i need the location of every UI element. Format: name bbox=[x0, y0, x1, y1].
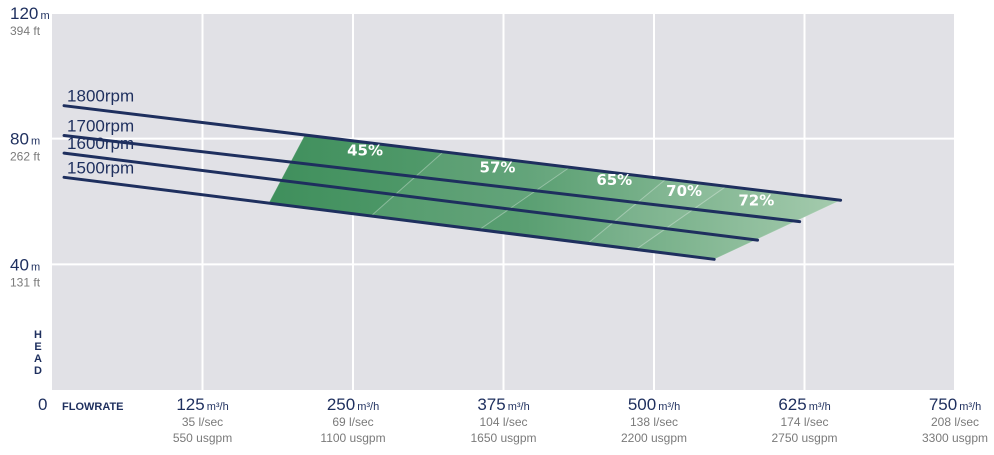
y-tick-unit: m bbox=[31, 261, 40, 273]
curve-1600rpm bbox=[62, 151, 760, 242]
efficiency-label: 65% bbox=[596, 171, 632, 189]
curve-label-1800rpm: 1800rpm bbox=[67, 87, 134, 106]
curve-1700rpm bbox=[62, 134, 802, 224]
curve-label-1500rpm: 1500rpm bbox=[67, 158, 134, 177]
x-tick-label: 625 m³/h bbox=[778, 395, 830, 414]
x-tick-label: 750 m³/h bbox=[929, 395, 981, 414]
x-tick-sublabel: 1650 usgpm bbox=[470, 431, 536, 445]
efficiency-label: 57% bbox=[480, 159, 516, 177]
curve-label-1600rpm: 1600rpm bbox=[67, 134, 134, 153]
x-tick-label: 125 m³/h bbox=[176, 395, 228, 414]
x-tick-sublabel: 550 usgpm bbox=[173, 431, 232, 445]
curve-label-1700rpm: 1700rpm bbox=[67, 117, 134, 136]
curve-1500rpm bbox=[62, 175, 716, 261]
x-tick-sublabel: 2750 usgpm bbox=[771, 431, 837, 445]
y-axis-title-letter: H bbox=[34, 329, 42, 341]
y-tick-unit: m bbox=[31, 136, 40, 148]
x-tick-sublabel: 208 l/sec bbox=[931, 415, 979, 429]
x-tick-label: 250 m³/h bbox=[327, 395, 379, 414]
x-axis-title: FLOWRATE bbox=[62, 401, 124, 413]
curve-1800rpm bbox=[62, 104, 843, 202]
y-axis-title-letter: D bbox=[34, 365, 42, 377]
y-tick-unit: m bbox=[41, 10, 50, 22]
x-tick-sublabel: 69 l/sec bbox=[332, 415, 373, 429]
y-tick-sublabel: 394 ft bbox=[10, 24, 41, 38]
rpm-curves bbox=[62, 104, 843, 261]
efficiency-label: 70% bbox=[666, 182, 702, 200]
x-tick-sublabel: 104 l/sec bbox=[479, 415, 527, 429]
y-tick-sublabel: 262 ft bbox=[10, 150, 41, 164]
x-tick-sublabel: 3300 usgpm bbox=[922, 431, 988, 445]
y-tick-label: 0 bbox=[38, 395, 47, 414]
y-tick-label: 80 bbox=[10, 130, 29, 149]
x-tick-sublabel: 1100 usgpm bbox=[320, 431, 385, 445]
efficiency-label: 45% bbox=[347, 142, 383, 160]
y-axis-title-letter: A bbox=[34, 353, 42, 365]
x-tick-sublabel: 138 l/sec bbox=[630, 415, 678, 429]
x-tick-label: 500 m³/h bbox=[628, 395, 680, 414]
y-tick-label: 120 bbox=[10, 4, 38, 23]
y-tick-sublabel: 131 ft bbox=[10, 275, 41, 289]
x-tick-sublabel: 35 l/sec bbox=[182, 415, 223, 429]
efficiency-label: 72% bbox=[738, 191, 774, 209]
x-tick-sublabel: 174 l/sec bbox=[780, 415, 828, 429]
y-axis-title-letter: E bbox=[34, 341, 41, 353]
x-tick-sublabel: 2200 usgpm bbox=[621, 431, 687, 445]
y-tick-label: 40 bbox=[10, 255, 29, 274]
x-tick-label: 375 m³/h bbox=[477, 395, 529, 414]
efficiency-band bbox=[268, 135, 841, 260]
